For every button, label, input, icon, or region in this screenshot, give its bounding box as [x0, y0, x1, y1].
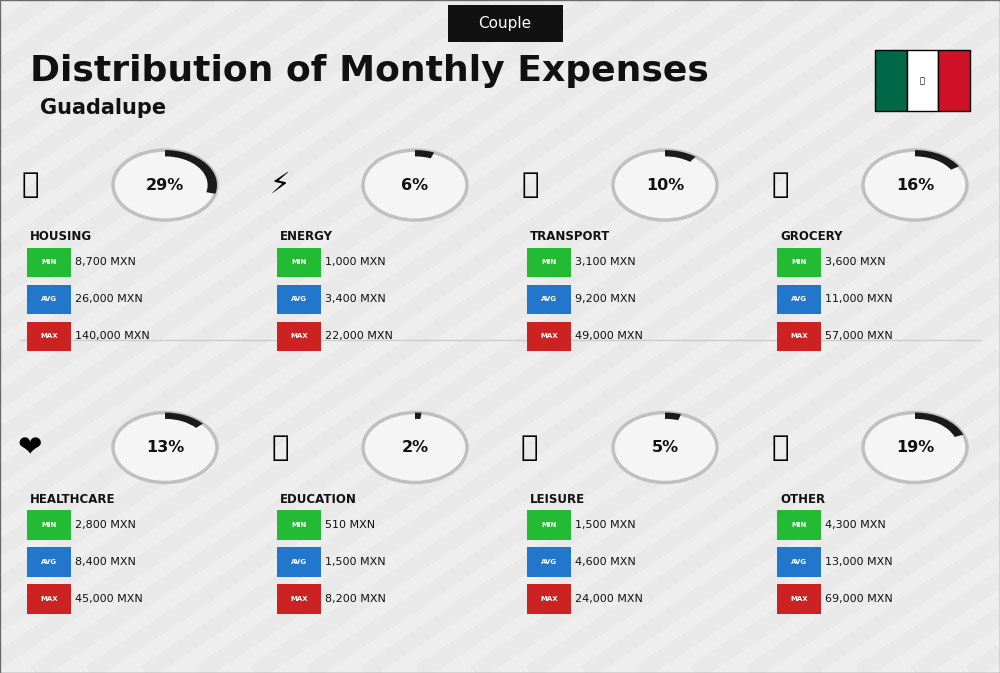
Text: 26,000 MXN: 26,000 MXN: [75, 295, 143, 304]
FancyBboxPatch shape: [777, 584, 821, 614]
Circle shape: [863, 413, 967, 483]
FancyBboxPatch shape: [27, 322, 71, 351]
Text: MAX: MAX: [290, 596, 308, 602]
FancyBboxPatch shape: [277, 584, 321, 614]
FancyBboxPatch shape: [875, 50, 907, 111]
Text: Guadalupe: Guadalupe: [40, 98, 166, 118]
FancyBboxPatch shape: [27, 285, 71, 314]
FancyBboxPatch shape: [527, 510, 571, 540]
Text: 19%: 19%: [896, 440, 934, 455]
Text: GROCERY: GROCERY: [780, 230, 842, 243]
FancyBboxPatch shape: [527, 285, 571, 314]
FancyBboxPatch shape: [277, 510, 321, 540]
Circle shape: [863, 150, 967, 220]
Text: MAX: MAX: [790, 596, 808, 602]
Text: 49,000 MXN: 49,000 MXN: [575, 332, 643, 341]
Text: MIN: MIN: [41, 522, 57, 528]
Text: 22,000 MXN: 22,000 MXN: [325, 332, 393, 341]
Text: MAX: MAX: [290, 334, 308, 339]
Text: MAX: MAX: [540, 334, 558, 339]
FancyBboxPatch shape: [527, 584, 571, 614]
Circle shape: [113, 413, 217, 483]
Text: AVG: AVG: [291, 297, 307, 302]
Text: MAX: MAX: [790, 334, 808, 339]
Text: 🎓: 🎓: [271, 433, 289, 462]
Text: 13%: 13%: [146, 440, 184, 455]
FancyBboxPatch shape: [907, 50, 938, 111]
Text: 🛍️: 🛍️: [521, 433, 539, 462]
Text: 57,000 MXN: 57,000 MXN: [825, 332, 893, 341]
Wedge shape: [165, 413, 203, 428]
FancyBboxPatch shape: [277, 248, 321, 277]
Text: 9,200 MXN: 9,200 MXN: [575, 295, 636, 304]
Text: OTHER: OTHER: [780, 493, 825, 505]
Text: MAX: MAX: [540, 596, 558, 602]
Text: MIN: MIN: [541, 522, 557, 528]
Text: 10%: 10%: [646, 178, 684, 192]
Text: MIN: MIN: [291, 260, 307, 265]
Text: AVG: AVG: [791, 559, 807, 565]
Wedge shape: [915, 413, 963, 437]
FancyBboxPatch shape: [777, 285, 821, 314]
Wedge shape: [165, 150, 217, 194]
FancyBboxPatch shape: [27, 584, 71, 614]
Text: 29%: 29%: [146, 178, 184, 192]
Text: MIN: MIN: [541, 260, 557, 265]
FancyBboxPatch shape: [777, 248, 821, 277]
Text: MAX: MAX: [40, 334, 58, 339]
Text: AVG: AVG: [41, 559, 57, 565]
Text: HOUSING: HOUSING: [30, 230, 92, 243]
FancyBboxPatch shape: [777, 322, 821, 351]
Text: 5%: 5%: [651, 440, 679, 455]
Text: 🚌: 🚌: [521, 171, 539, 199]
Text: ❤️: ❤️: [18, 433, 42, 462]
Text: 2%: 2%: [401, 440, 429, 455]
FancyBboxPatch shape: [448, 5, 562, 42]
Wedge shape: [665, 413, 681, 420]
Text: AVG: AVG: [291, 559, 307, 565]
Text: HEALTHCARE: HEALTHCARE: [30, 493, 116, 505]
Text: MIN: MIN: [791, 260, 807, 265]
Wedge shape: [915, 150, 959, 170]
FancyBboxPatch shape: [277, 285, 321, 314]
Text: 69,000 MXN: 69,000 MXN: [825, 594, 893, 604]
Wedge shape: [415, 150, 434, 158]
Text: 8,700 MXN: 8,700 MXN: [75, 258, 136, 267]
Text: MIN: MIN: [791, 522, 807, 528]
Text: 4,600 MXN: 4,600 MXN: [575, 557, 636, 567]
Wedge shape: [415, 413, 422, 419]
Text: LEISURE: LEISURE: [530, 493, 585, 505]
Text: 45,000 MXN: 45,000 MXN: [75, 594, 143, 604]
Text: MIN: MIN: [291, 522, 307, 528]
Text: 6%: 6%: [401, 178, 429, 192]
Text: 🦅: 🦅: [920, 76, 925, 85]
FancyBboxPatch shape: [777, 510, 821, 540]
Text: 24,000 MXN: 24,000 MXN: [575, 594, 643, 604]
Text: EDUCATION: EDUCATION: [280, 493, 357, 505]
Text: 4,300 MXN: 4,300 MXN: [825, 520, 886, 530]
FancyBboxPatch shape: [527, 547, 571, 577]
Text: 16%: 16%: [896, 178, 934, 192]
Text: AVG: AVG: [791, 297, 807, 302]
Text: 8,200 MXN: 8,200 MXN: [325, 594, 386, 604]
Text: 1,500 MXN: 1,500 MXN: [575, 520, 636, 530]
Text: 3,600 MXN: 3,600 MXN: [825, 258, 886, 267]
FancyBboxPatch shape: [527, 322, 571, 351]
FancyBboxPatch shape: [277, 547, 321, 577]
Text: 140,000 MXN: 140,000 MXN: [75, 332, 150, 341]
FancyBboxPatch shape: [527, 248, 571, 277]
Text: TRANSPORT: TRANSPORT: [530, 230, 610, 243]
Text: 8,400 MXN: 8,400 MXN: [75, 557, 136, 567]
Text: 510 MXN: 510 MXN: [325, 520, 375, 530]
Text: 1,500 MXN: 1,500 MXN: [325, 557, 386, 567]
Text: Couple: Couple: [478, 16, 532, 31]
Circle shape: [613, 150, 717, 220]
Text: MIN: MIN: [41, 260, 57, 265]
Circle shape: [113, 150, 217, 220]
Text: AVG: AVG: [541, 297, 557, 302]
Text: 3,100 MXN: 3,100 MXN: [575, 258, 636, 267]
FancyBboxPatch shape: [27, 248, 71, 277]
Wedge shape: [665, 150, 696, 162]
Text: 1,000 MXN: 1,000 MXN: [325, 258, 386, 267]
